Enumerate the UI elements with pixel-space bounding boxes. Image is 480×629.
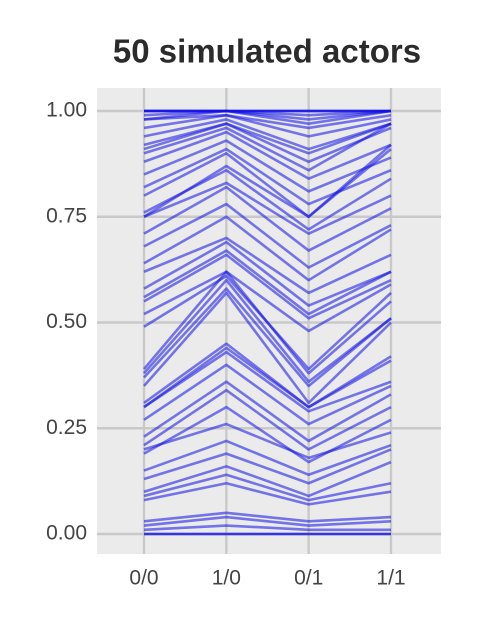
series-line bbox=[143, 278, 392, 384]
series-line bbox=[143, 388, 392, 451]
series-line bbox=[143, 287, 392, 388]
series-line bbox=[143, 113, 392, 130]
series-line bbox=[143, 380, 392, 443]
x-tick-label: 1/0 bbox=[212, 567, 241, 590]
series-line bbox=[143, 481, 392, 506]
series-line bbox=[143, 122, 392, 172]
y-tick-label: 0.50 bbox=[46, 310, 87, 333]
series-line bbox=[143, 240, 392, 307]
series-line bbox=[143, 291, 392, 405]
series-line bbox=[143, 185, 392, 252]
series-line bbox=[143, 511, 392, 523]
series-line bbox=[143, 270, 392, 375]
series-line bbox=[143, 422, 392, 460]
series-line bbox=[143, 181, 392, 235]
series-line bbox=[143, 363, 392, 426]
series-line bbox=[143, 524, 391, 532]
x-tick-label: 0/1 bbox=[294, 567, 323, 590]
series-line bbox=[143, 405, 392, 464]
series-line bbox=[143, 113, 392, 138]
series-line bbox=[143, 473, 392, 502]
y-tick-label: 0.75 bbox=[46, 204, 87, 227]
series-line bbox=[143, 270, 392, 333]
series-line bbox=[143, 168, 392, 231]
x-tick-label: 0/0 bbox=[129, 567, 158, 590]
series-line bbox=[143, 439, 392, 477]
series-line bbox=[143, 202, 392, 269]
series-line bbox=[143, 139, 392, 193]
x-tick-label: 1/1 bbox=[376, 567, 405, 590]
series-line bbox=[143, 448, 392, 485]
series-line bbox=[143, 236, 392, 295]
series-line bbox=[143, 122, 392, 155]
series-line bbox=[143, 148, 392, 219]
series-line bbox=[143, 249, 392, 316]
series-line bbox=[143, 122, 392, 164]
series-line bbox=[143, 130, 392, 180]
y-tick-label: 0.00 bbox=[46, 522, 87, 545]
y-tick-label: 1.00 bbox=[46, 99, 87, 122]
series-line bbox=[143, 109, 392, 125]
series-line bbox=[143, 350, 392, 413]
series-line bbox=[143, 118, 392, 151]
chart-title: 50 simulated actors bbox=[113, 33, 421, 70]
series-line bbox=[143, 342, 392, 409]
series-line bbox=[143, 460, 392, 498]
series-line bbox=[143, 346, 392, 409]
series-line bbox=[143, 109, 392, 121]
series-line bbox=[143, 147, 392, 206]
series-line bbox=[143, 515, 392, 527]
series-line bbox=[143, 253, 392, 320]
y-tick-label: 0.25 bbox=[46, 416, 87, 439]
series-line bbox=[143, 215, 392, 282]
